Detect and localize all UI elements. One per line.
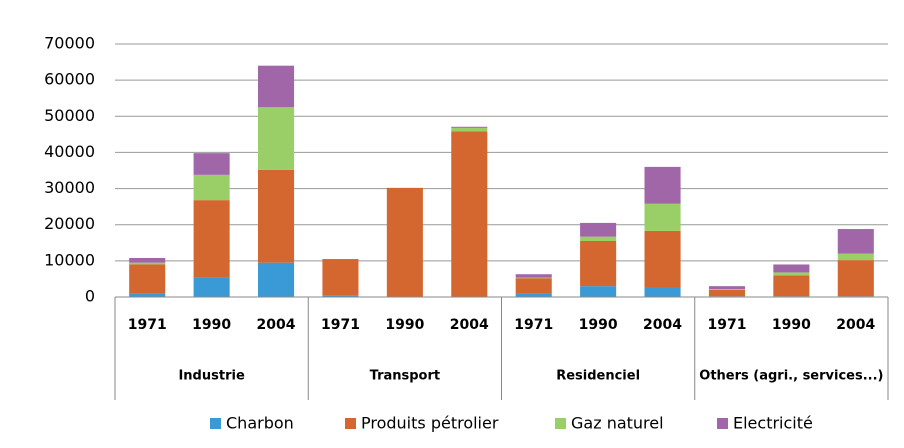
- group-label: Transport: [370, 369, 440, 384]
- legend-label: Produits pétrolier: [361, 414, 499, 433]
- legend-label: Gaz naturel: [571, 414, 664, 433]
- bar-segment: [451, 126, 488, 128]
- legend-swatch: [717, 418, 728, 429]
- bar-segment: [193, 174, 230, 201]
- bar-segment: [515, 278, 552, 294]
- y-tick-label: 70000: [44, 34, 95, 53]
- bar-segment: [580, 240, 617, 287]
- bar-segment: [580, 236, 617, 241]
- bar-segment: [773, 272, 810, 276]
- bar-segment: [708, 289, 745, 297]
- y-tick-label: 10000: [44, 250, 95, 269]
- bar-segment: [258, 262, 295, 297]
- bar-segment: [258, 65, 295, 108]
- bar-segment: [773, 275, 810, 297]
- bar-segment: [644, 287, 681, 297]
- bar-segment: [515, 274, 552, 278]
- legend-swatch: [345, 418, 356, 429]
- bar-segment: [708, 286, 745, 290]
- x-tick-label: 1990: [385, 317, 424, 333]
- legend-swatch: [555, 418, 566, 429]
- bar-segment: [837, 229, 874, 254]
- bar-segment: [644, 230, 681, 288]
- bar-segment: [644, 166, 681, 204]
- group-label: Industrie: [178, 369, 244, 384]
- y-tick-label: 50000: [44, 106, 95, 125]
- x-tick-label: 1971: [321, 317, 360, 333]
- x-tick-label: 1971: [514, 317, 553, 333]
- x-tick-label: 2004: [257, 317, 296, 333]
- x-tick-label: 1990: [192, 317, 231, 333]
- y-tick-label: 30000: [44, 178, 95, 197]
- bar-segment: [258, 107, 295, 170]
- x-tick-label: 2004: [643, 317, 682, 333]
- group-label: Residenciel: [556, 369, 640, 384]
- bar-segment: [708, 289, 745, 290]
- x-tick-label: 1971: [128, 317, 167, 333]
- x-tick-label: 1990: [772, 317, 811, 333]
- bar-segment: [644, 203, 681, 231]
- bar-segment: [580, 222, 617, 237]
- bar-segment: [451, 131, 488, 297]
- group-label: Others (agri., services...): [699, 369, 883, 384]
- legend-label: Charbon: [226, 414, 294, 433]
- x-tick-label: 2004: [450, 317, 489, 333]
- bar-segment: [773, 264, 810, 273]
- bar-segment: [386, 187, 423, 297]
- legend-label: Electricité: [733, 414, 813, 433]
- x-tick-label: 2004: [836, 317, 875, 333]
- bar-segment: [451, 127, 488, 132]
- bar-segment: [129, 264, 166, 294]
- bar-segment: [129, 293, 166, 297]
- legend-swatch: [210, 418, 221, 429]
- bar-segment: [580, 286, 617, 297]
- x-tick-label: 1971: [707, 317, 746, 333]
- bar-segment: [193, 277, 230, 297]
- bar-segment: [837, 253, 874, 261]
- bar-segment: [193, 200, 230, 278]
- bar-segment: [837, 260, 874, 297]
- bar-segment: [193, 153, 230, 175]
- y-tick-label: 40000: [44, 142, 95, 161]
- x-tick-label: 1990: [579, 317, 618, 333]
- bar-segment: [322, 259, 359, 296]
- bar-segment: [129, 257, 166, 263]
- y-tick-label: 0: [85, 287, 95, 306]
- bar-segment: [129, 262, 166, 265]
- y-tick-label: 60000: [44, 70, 95, 89]
- bar-segment: [515, 293, 552, 297]
- bar-segment: [515, 277, 552, 279]
- bar-segment: [258, 169, 295, 263]
- bar-segment: [322, 295, 359, 297]
- y-tick-label: 20000: [44, 214, 95, 233]
